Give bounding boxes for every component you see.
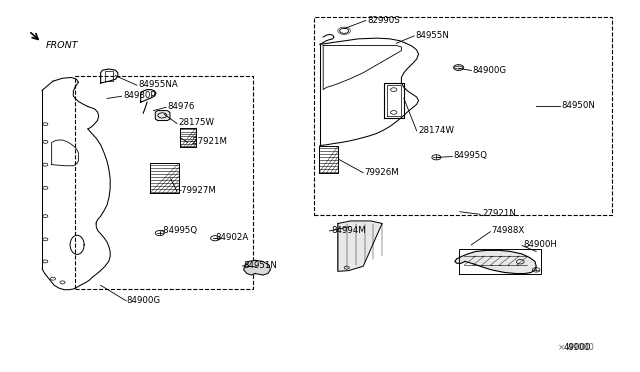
Text: 49000: 49000 xyxy=(564,343,591,352)
Text: 28174W: 28174W xyxy=(419,126,454,135)
Text: 74988X: 74988X xyxy=(492,227,525,235)
Bar xyxy=(76,76,253,289)
Text: -84995Q: -84995Q xyxy=(161,227,198,235)
Text: 84900G: 84900G xyxy=(472,65,507,75)
Text: 27921N: 27921N xyxy=(482,209,516,218)
Polygon shape xyxy=(338,221,382,271)
Text: 84902A: 84902A xyxy=(215,233,248,242)
Text: 84900H: 84900H xyxy=(524,240,557,249)
Polygon shape xyxy=(156,110,170,121)
Polygon shape xyxy=(455,250,536,273)
Text: -27921M: -27921M xyxy=(189,137,228,146)
Text: FRONT: FRONT xyxy=(45,41,78,50)
Text: -79927M: -79927M xyxy=(179,186,217,195)
Text: 84980P: 84980P xyxy=(123,92,156,100)
Text: 82990S: 82990S xyxy=(368,16,401,25)
Text: 84955NA: 84955NA xyxy=(139,80,179,89)
Polygon shape xyxy=(244,260,271,275)
Text: × 49000: × 49000 xyxy=(559,343,595,352)
Text: 79926M: 79926M xyxy=(365,167,399,177)
Text: 84950N: 84950N xyxy=(562,100,595,110)
Text: 84976: 84976 xyxy=(168,102,195,112)
Text: 84900G: 84900G xyxy=(126,295,160,305)
Text: 28175W: 28175W xyxy=(179,118,215,127)
Text: 84995Q: 84995Q xyxy=(454,151,488,160)
Text: 84951N: 84951N xyxy=(244,260,278,270)
Bar xyxy=(314,17,612,215)
Text: 84994M: 84994M xyxy=(332,226,366,235)
Text: 84955N: 84955N xyxy=(415,31,449,40)
